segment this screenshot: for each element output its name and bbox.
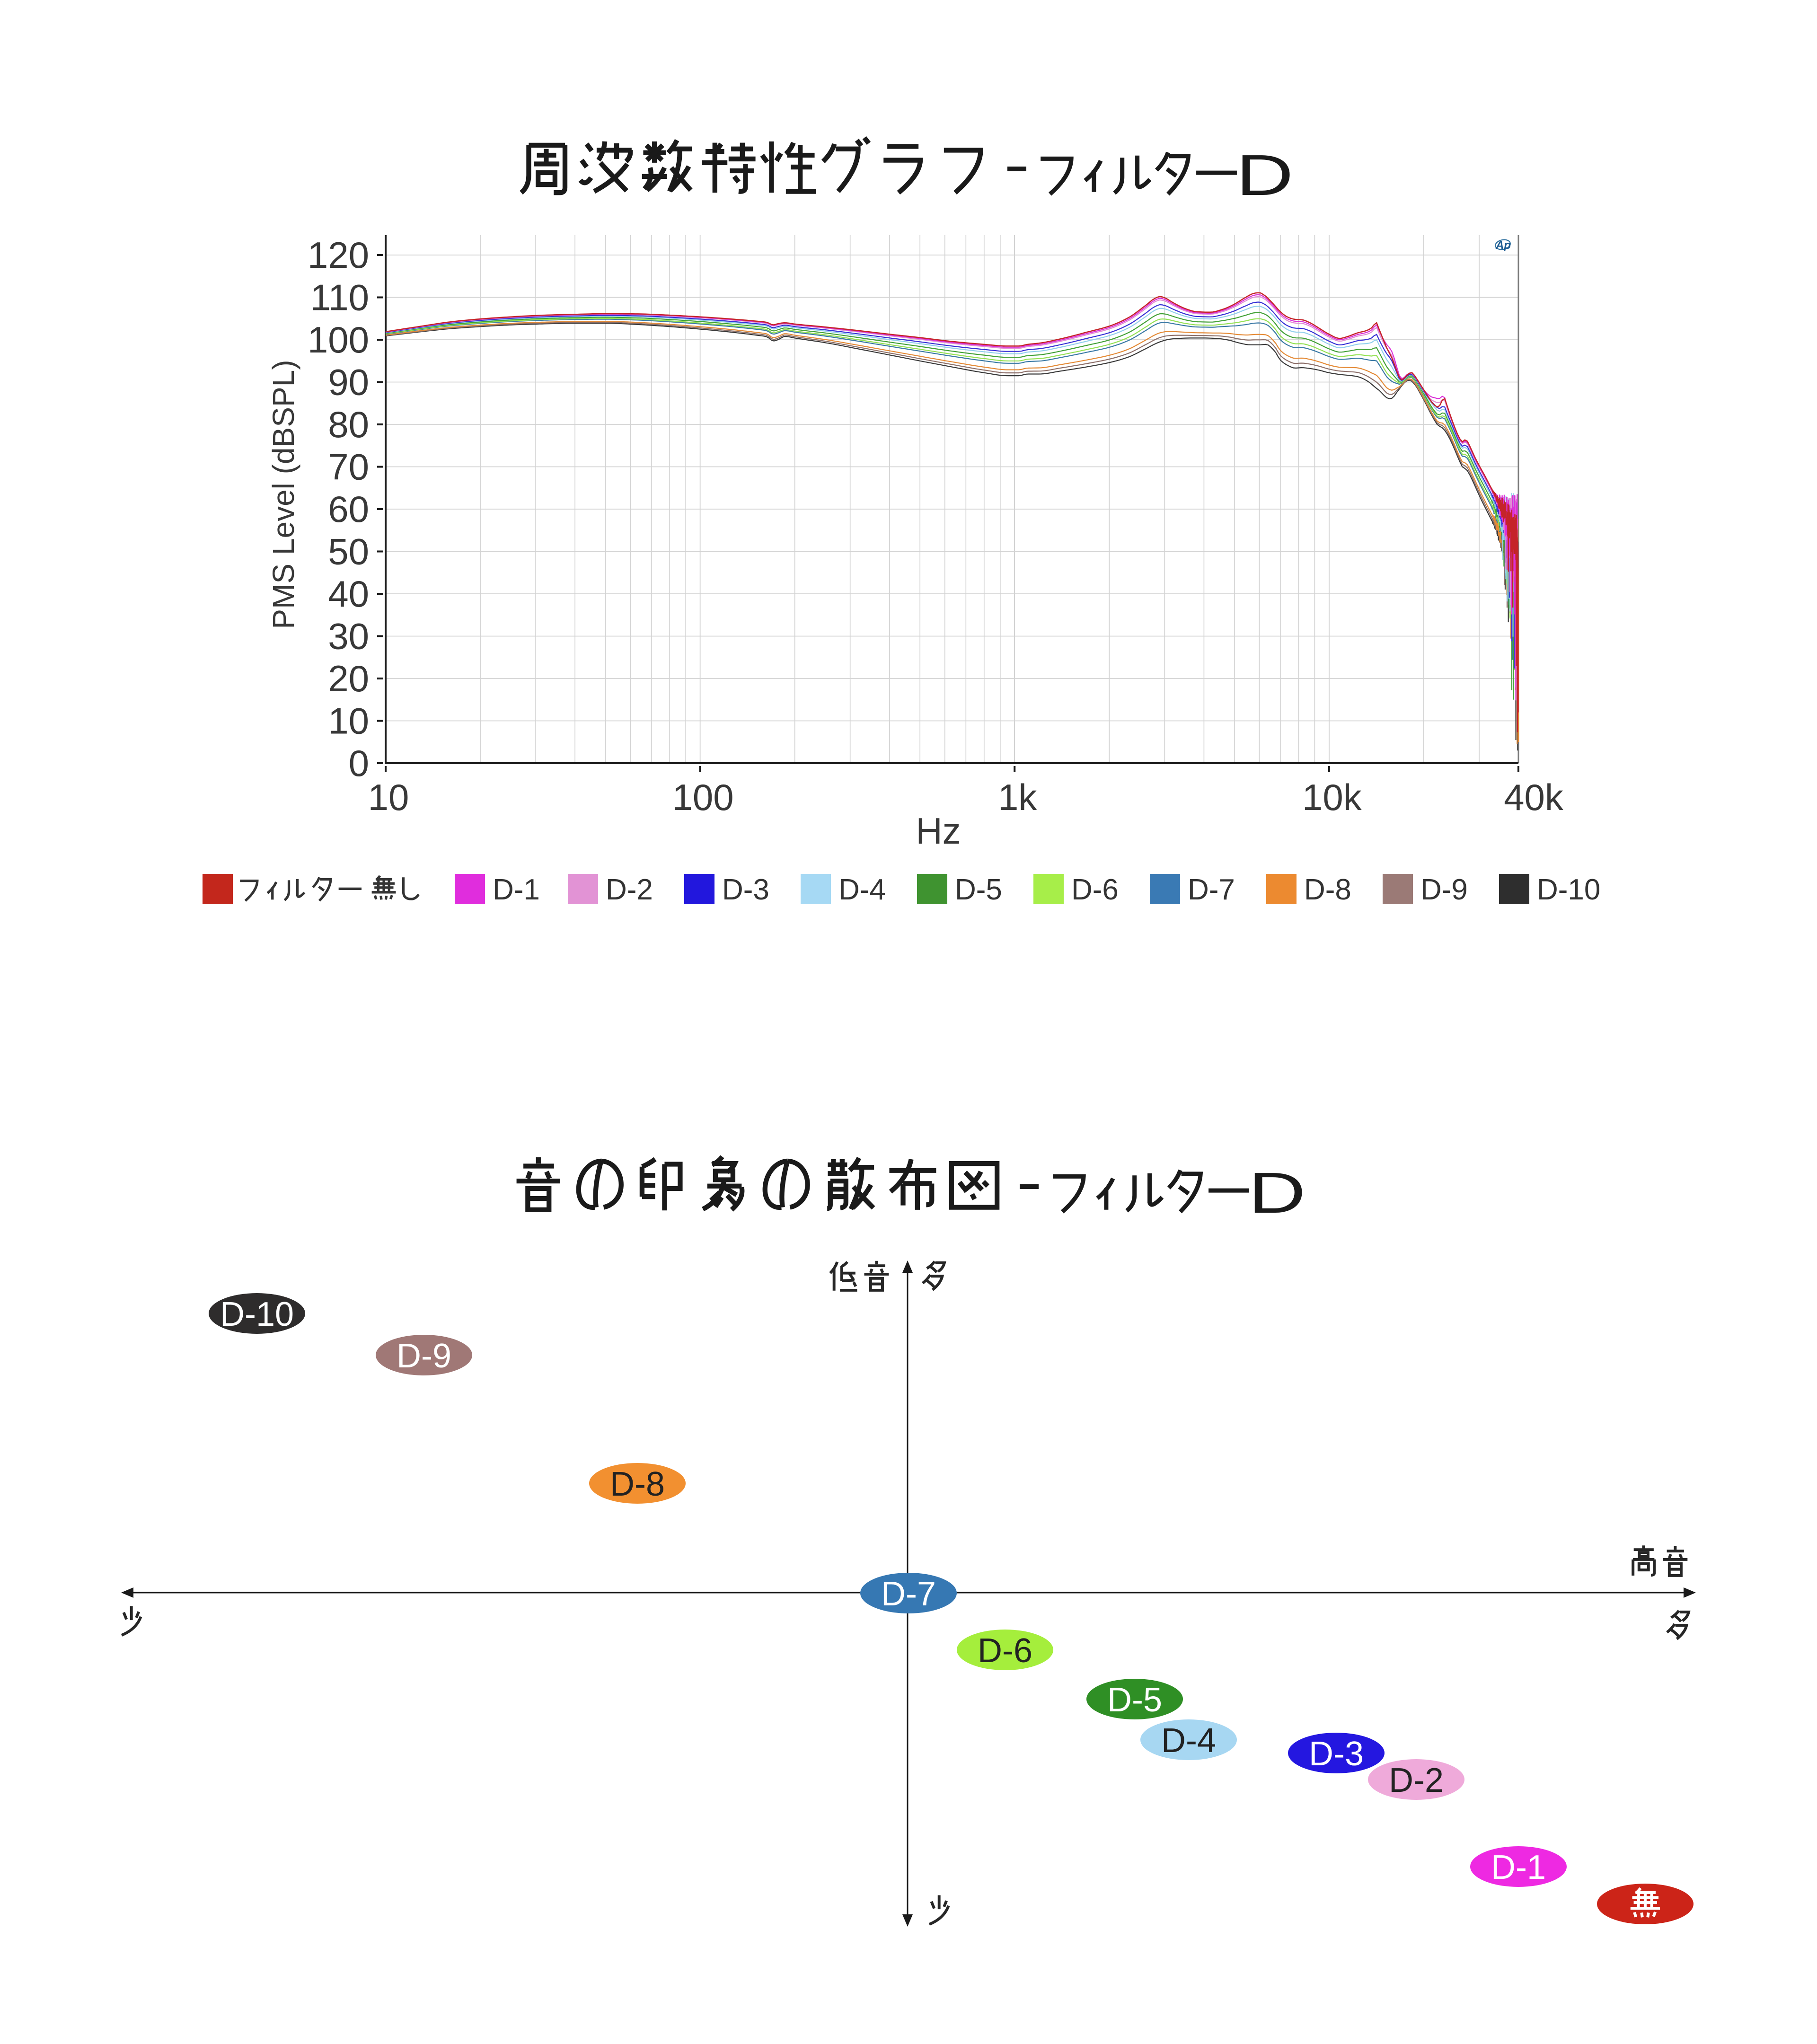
svg-text:50: 50 — [328, 531, 369, 573]
svg-text:D-7: D-7 — [1188, 873, 1235, 906]
svg-text:D-3: D-3 — [722, 873, 769, 906]
svg-text:D: D — [1236, 143, 1294, 207]
svg-text:D-1: D-1 — [493, 873, 540, 906]
svg-text:D-10: D-10 — [1537, 873, 1600, 906]
svg-text:20: 20 — [328, 658, 369, 699]
svg-text:D-2: D-2 — [606, 873, 653, 906]
svg-text:D-9: D-9 — [1420, 873, 1468, 906]
svg-text:10k: 10k — [1302, 776, 1362, 818]
svg-text:120: 120 — [308, 234, 369, 276]
svg-text:30: 30 — [328, 616, 369, 657]
svg-text:110: 110 — [310, 277, 369, 318]
svg-text:40k: 40k — [1504, 776, 1564, 818]
svg-text:D-8: D-8 — [610, 1465, 665, 1503]
svg-text:60: 60 — [328, 488, 369, 530]
svg-text:D-7: D-7 — [881, 1575, 936, 1613]
svg-text:D-4: D-4 — [1161, 1722, 1216, 1760]
svg-text:80: 80 — [328, 404, 369, 445]
svg-text:D-8: D-8 — [1304, 873, 1351, 906]
svg-text:D-6: D-6 — [1071, 873, 1119, 906]
svg-text:100: 100 — [308, 319, 369, 361]
svg-text:D-9: D-9 — [397, 1337, 451, 1375]
svg-text:70: 70 — [328, 446, 369, 488]
svg-text:1k: 1k — [998, 776, 1037, 818]
svg-text:D-5: D-5 — [1107, 1681, 1162, 1719]
svg-text:D: D — [1248, 1161, 1306, 1225]
svg-text:D-6: D-6 — [978, 1632, 1032, 1670]
svg-text:100: 100 — [672, 776, 734, 818]
svg-text:10: 10 — [328, 700, 369, 742]
svg-text:D-10: D-10 — [220, 1295, 294, 1333]
svg-text:D-1: D-1 — [1491, 1849, 1546, 1886]
svg-text:D-2: D-2 — [1389, 1762, 1444, 1799]
svg-text:10: 10 — [368, 776, 409, 818]
svg-text:D-4: D-4 — [838, 873, 886, 906]
svg-text:PMS Level (dBSPL): PMS Level (dBSPL) — [266, 360, 300, 629]
svg-text:0: 0 — [349, 742, 369, 784]
svg-text:D-3: D-3 — [1309, 1735, 1364, 1773]
svg-text:40: 40 — [328, 573, 369, 615]
svg-text:90: 90 — [328, 361, 369, 403]
svg-text:Ap: Ap — [1495, 239, 1511, 252]
svg-text:D-5: D-5 — [955, 873, 1002, 906]
svg-text:Hz: Hz — [916, 810, 961, 852]
